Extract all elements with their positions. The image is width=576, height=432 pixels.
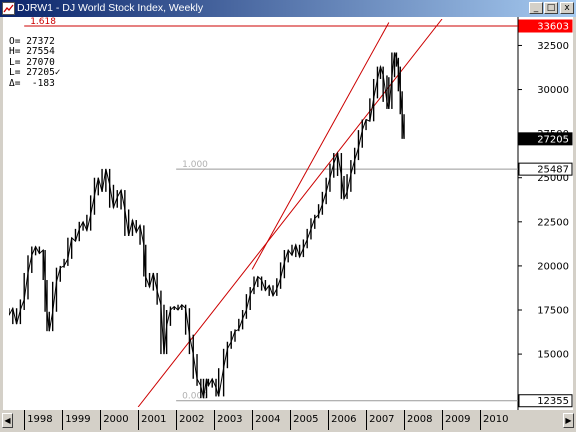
x-tick (366, 410, 368, 430)
x-tick-label: 2004 (255, 414, 281, 425)
x-tick (24, 410, 26, 430)
price-tag-box (518, 162, 573, 176)
ohlc-open: O= 27372 (9, 36, 55, 47)
x-tick (404, 410, 405, 430)
fib-level-label: 1.618 (30, 17, 56, 27)
window-title: DJRW1 - DJ World Stock Index, Weekly (17, 2, 204, 14)
price-chart[interactable]: 1250015000175002000022500250002750030000… (3, 17, 573, 410)
chart-window-icon (2, 2, 15, 15)
scroll-left-button[interactable]: ◀ (2, 413, 13, 428)
y-tick-label: 17500 (537, 306, 569, 317)
x-tick (442, 410, 443, 430)
x-tick (62, 410, 64, 430)
x-tick-label: 2003 (217, 414, 243, 425)
price-tag-box (518, 132, 573, 146)
x-tick-label: 2002 (179, 414, 205, 425)
ohlc-last: L= 27205✓ (9, 67, 61, 79)
window-titlebar[interactable]: DJRW1 - DJ World Stock Index, Weekly _ □… (0, 0, 576, 17)
price-tag-label: 27205 (537, 134, 569, 145)
y-tick-label: 25000 (537, 173, 569, 184)
x-tick-label: 1998 (27, 414, 53, 425)
fib-level-label: 0.000 (182, 392, 208, 402)
x-tick-label: 2005 (293, 414, 319, 425)
x-tick-label: 2006 (331, 414, 357, 425)
x-tick-label: 2008 (407, 414, 433, 425)
plot-frame: O= 27372 H= 27554 L= 27070 L= 27205✓ Δ= … (3, 17, 573, 410)
price-tag-label: 33603 (537, 22, 569, 33)
x-tick-label: 2000 (103, 414, 129, 425)
y-tick-label: 15000 (537, 350, 569, 361)
x-tick-label: 2001 (141, 414, 167, 425)
channel-group (137, 19, 443, 407)
price-tag-box (518, 19, 573, 33)
x-tick-label: 2009 (445, 414, 471, 425)
x-tick (252, 410, 254, 430)
x-tick (290, 410, 292, 430)
ohlc-readout: O= 27372 H= 27554 L= 27070 L= 27205✓ Δ= … (9, 36, 61, 89)
trend-channel-line (251, 22, 390, 270)
y-tick-label: 20000 (537, 261, 569, 272)
x-tick-label: 2007 (369, 414, 395, 425)
fib-level-label: 1.000 (182, 160, 208, 170)
y-tick-label: 30000 (537, 85, 569, 96)
time-axis-bar: ◀ ▶ 1998 1999 2000 2001 2002 2003 2004 2005 2006… (0, 410, 576, 432)
x-tick (138, 410, 140, 430)
scroll-right-button[interactable]: ▶ (563, 413, 574, 428)
x-tick (176, 410, 178, 430)
y-tick-label: 22500 (537, 217, 569, 228)
x-tick (328, 410, 330, 430)
price-tag-label: 12355 (537, 396, 569, 407)
x-tick-label: 1999 (65, 414, 91, 425)
price-series-line (9, 52, 405, 399)
close-button[interactable]: x (560, 2, 574, 14)
price-axis-area (518, 17, 573, 410)
maximize-button[interactable]: □ (544, 2, 558, 14)
x-tick (214, 410, 216, 430)
price-tag-box (518, 394, 573, 408)
price-series-group (9, 52, 405, 399)
ohlc-low: L= 27070 (9, 56, 55, 68)
x-tick (100, 410, 102, 430)
x-tick (480, 410, 481, 430)
minimize-button[interactable]: _ (529, 2, 543, 14)
ohlc-change: Δ= -183 (9, 77, 55, 89)
trend-channel-line (137, 19, 443, 407)
y-tick-label: 32500 (537, 41, 569, 52)
x-tick-label: 2010 (483, 414, 509, 425)
ohlc-high: H= 27554 (9, 46, 55, 58)
price-tag-label: 25487 (537, 165, 569, 176)
